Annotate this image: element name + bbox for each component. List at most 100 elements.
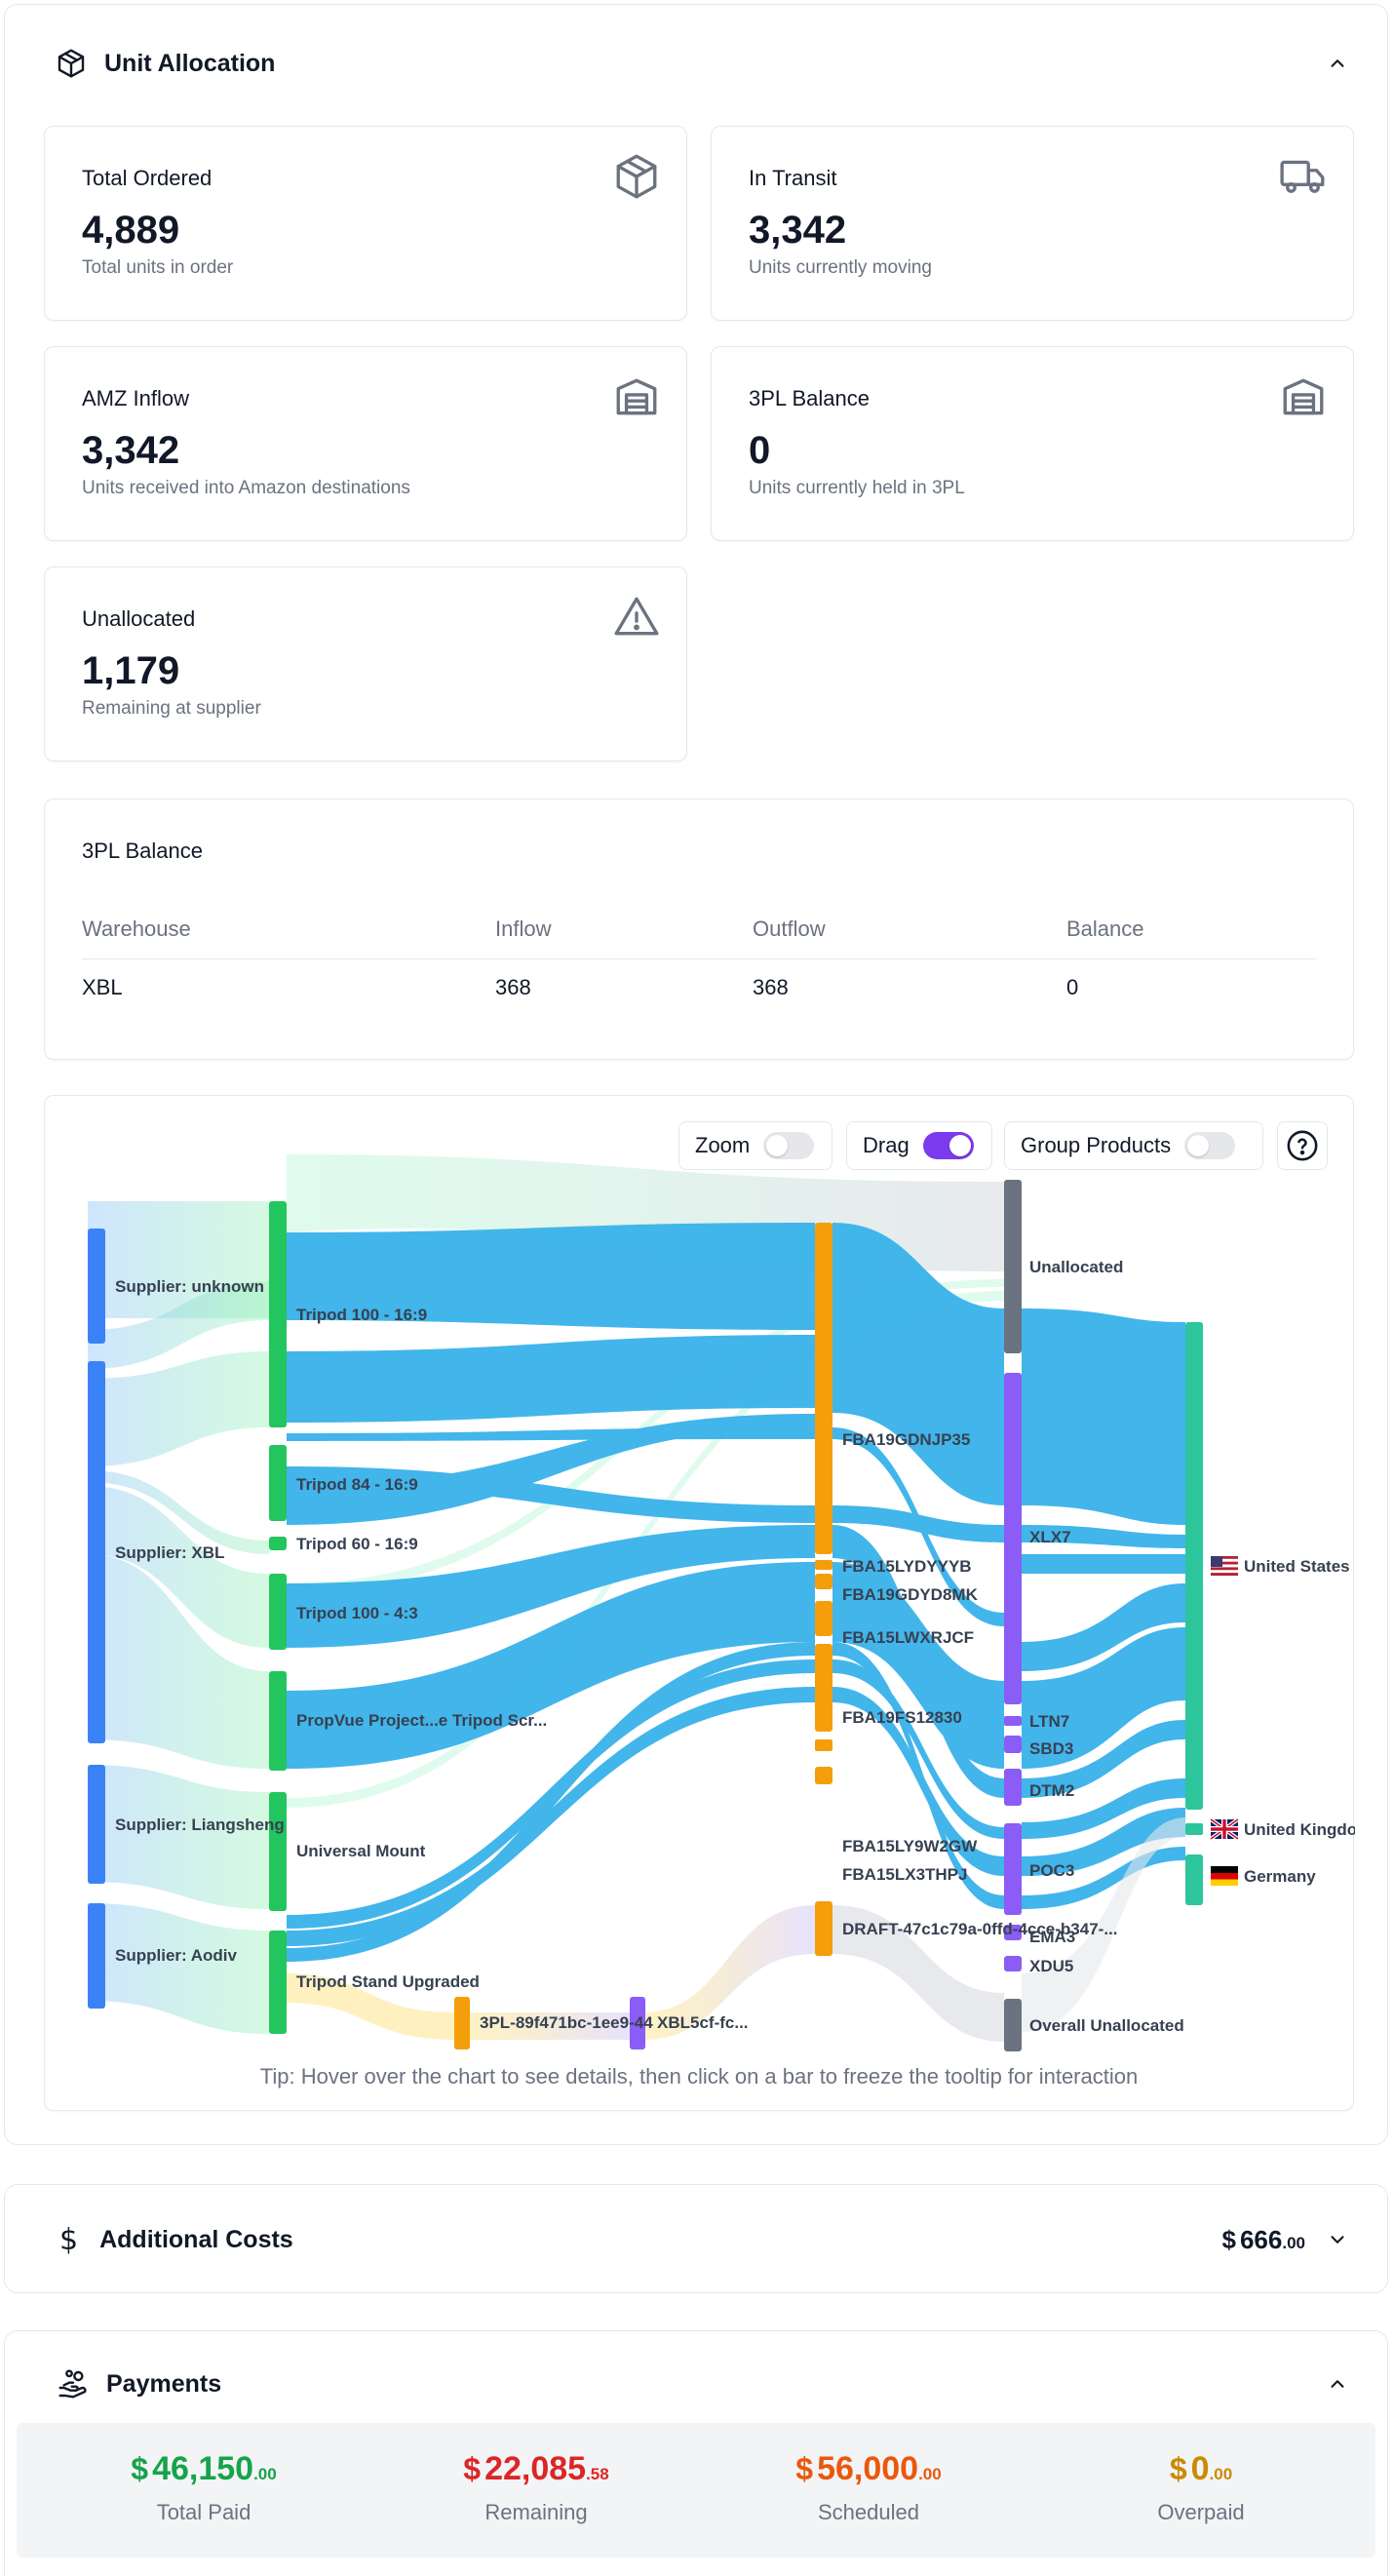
group-products-toggle-control[interactable]: Group Products <box>1004 1121 1263 1170</box>
sankey-label-shipment: FBA15LYDYYYB <box>842 1557 972 1576</box>
us-flag-icon <box>1211 1556 1238 1576</box>
sankey-chart[interactable]: Supplier: unknown Supplier: XBL Supplier… <box>45 1096 1355 2112</box>
sankey-link-overall-unallocated <box>833 1905 1004 2042</box>
sankey-link-3pl <box>287 1973 454 2040</box>
cell-warehouse: XBL <box>82 975 123 999</box>
sankey-node-country-us[interactable] <box>1185 1322 1203 1810</box>
sankey-node-shipment[interactable] <box>815 1901 833 1956</box>
sankey-label-destination: POC3 <box>1029 1861 1074 1880</box>
kpi-value: 3,342 <box>749 209 847 252</box>
zoom-label: Zoom <box>695 1133 751 1157</box>
payments-section: Payments $46,150.00 Total Paid $22,085.5… <box>4 2330 1388 2576</box>
sankey-node-supplier-liangsheng[interactable] <box>88 1765 105 1884</box>
sankey-links-destination-country <box>1022 1308 1185 1909</box>
sankey-label-3pl: 3PL-89f471bc-1ee9-44 <box>480 2013 653 2032</box>
payment-total-paid: $46,150.00 Total Paid <box>38 2450 369 2525</box>
currency-symbol: $ <box>131 2451 149 2486</box>
amount-main: 666 <box>1239 2224 1283 2254</box>
package-icon <box>58 49 85 78</box>
zoom-toggle[interactable] <box>763 1132 815 1159</box>
cell-outflow: 368 <box>753 975 789 999</box>
sankey-link <box>1022 1808 1185 1876</box>
sankey-node-product[interactable] <box>269 1671 287 1771</box>
drag-toggle[interactable] <box>922 1132 974 1159</box>
sankey-node-product[interactable] <box>269 1445 287 1521</box>
kpi-card-3pl-balance: 3PL Balance 0 Units currently held in 3P… <box>711 346 1354 541</box>
sankey-links-shipment-destination <box>833 1223 1004 1909</box>
sankey-link <box>287 1687 815 1946</box>
sankey-node-3pl-xbl[interactable] <box>630 1997 645 2049</box>
sankey-node-shipment[interactable] <box>815 1574 833 1589</box>
sankey-label-shipment: FBA15LY9W2GW <box>842 1837 978 1855</box>
sankey-node-destination[interactable] <box>1004 1925 1022 1940</box>
uk-flag-icon <box>1209 1817 1240 1841</box>
sankey-node-3pl[interactable] <box>454 1997 470 2049</box>
kpi-subtitle: Remaining at supplier <box>82 698 261 719</box>
help-button[interactable] <box>1277 1121 1328 1170</box>
sankey-node-shipment[interactable] <box>815 1644 833 1732</box>
sankey-node-country-de[interactable] <box>1185 1854 1203 1905</box>
warehouse-icon <box>616 378 657 415</box>
unit-allocation-section: Unit Allocation Total Ordered 4,889 Tota… <box>4 4 1388 2145</box>
column-header-balance: Balance <box>1066 917 1144 941</box>
sankey-node-country-uk[interactable] <box>1185 1823 1203 1835</box>
group-products-toggle[interactable] <box>1184 1132 1236 1159</box>
sankey-node-destination[interactable] <box>1004 1716 1022 1726</box>
sankey-link <box>287 1414 815 1525</box>
kpi-label: Unallocated <box>82 606 196 631</box>
sankey-link-unallocated <box>287 1279 1004 1593</box>
sankey-node-product[interactable] <box>269 1201 287 1427</box>
sankey-node-destination[interactable] <box>1004 1736 1022 1753</box>
amount-main: 56,000 <box>817 2450 919 2487</box>
sankey-link <box>1022 1583 1185 1671</box>
chevron-down-icon[interactable] <box>1327 2229 1348 2250</box>
sankey-label-product: PropVue Project...e Tripod Scr... <box>296 1711 547 1730</box>
sankey-link <box>287 1223 815 1330</box>
payments-header[interactable]: Payments <box>5 2355 1387 2413</box>
sankey-label-destination: LTN7 <box>1029 1712 1069 1731</box>
sankey-node-product[interactable] <box>269 1792 287 1911</box>
sankey-label-product: Tripod 100 - 16:9 <box>296 1306 427 1324</box>
sankey-node-shipment[interactable] <box>815 1560 833 1570</box>
sankey-link <box>833 1562 1004 1769</box>
sankey-link <box>287 1642 815 1962</box>
sankey-link <box>833 1687 1004 1876</box>
sankey-link-unallocated <box>287 1291 1004 1808</box>
chevron-up-icon[interactable] <box>1327 2373 1348 2395</box>
sankey-link <box>88 1765 269 1909</box>
sankey-link <box>287 1562 815 1769</box>
sankey-node-shipment[interactable] <box>815 1739 833 1751</box>
sankey-node-shipment[interactable] <box>815 1767 833 1784</box>
sankey-label-destination: XDU5 <box>1029 1957 1073 1975</box>
sankey-node-destination[interactable] <box>1004 1956 1022 1971</box>
sankey-node-destination[interactable] <box>1004 1769 1022 1806</box>
sankey-node-product[interactable] <box>269 1574 287 1650</box>
sankey-node-destination[interactable] <box>1004 1373 1022 1704</box>
drag-toggle-control[interactable]: Drag <box>846 1121 992 1170</box>
sankey-node-product[interactable] <box>269 1931 287 2034</box>
sankey-node-shipment[interactable] <box>815 1223 833 1554</box>
sankey-node-destination[interactable] <box>1004 1823 1022 1915</box>
sankey-label-shipment: FBA19GDNJP35 <box>842 1430 970 1449</box>
sankey-node-supplier-unknown[interactable] <box>88 1229 105 1344</box>
additional-costs-section[interactable]: $ Additional Costs $666.00 <box>4 2184 1388 2293</box>
sankey-node-shipment[interactable] <box>815 1601 833 1636</box>
additional-costs-header[interactable]: $ Additional Costs $666.00 <box>5 2210 1387 2269</box>
sankey-node-supplier-xbl[interactable] <box>88 1361 105 1743</box>
sankey-link <box>833 1642 1004 1909</box>
sankey-node-destination-unallocated[interactable] <box>1004 1180 1022 1353</box>
warehouse-icon <box>1283 378 1324 415</box>
sankey-label-destination: Overall Unallocated <box>1029 2016 1184 2035</box>
table-row: XBL 368 368 0 <box>82 975 1316 1000</box>
amount-cents: .00 <box>1209 2465 1233 2483</box>
sankey-label-supplier: Supplier: unknown <box>115 1277 264 1296</box>
sankey-node-supplier-aodiv[interactable] <box>88 1903 105 2009</box>
chevron-up-icon[interactable] <box>1327 53 1348 74</box>
amount-main: 46,150 <box>152 2450 254 2487</box>
zoom-toggle-control[interactable]: Zoom <box>678 1121 833 1170</box>
unit-allocation-header[interactable]: Unit Allocation <box>5 34 1387 93</box>
sankey-node-product[interactable] <box>269 1537 287 1550</box>
kpi-subtitle: Units received into Amazon destinations <box>82 478 410 498</box>
sankey-node-destination-overall-unallocated[interactable] <box>1004 1999 1022 2051</box>
payment-label: Overpaid <box>1157 2500 1245 2524</box>
